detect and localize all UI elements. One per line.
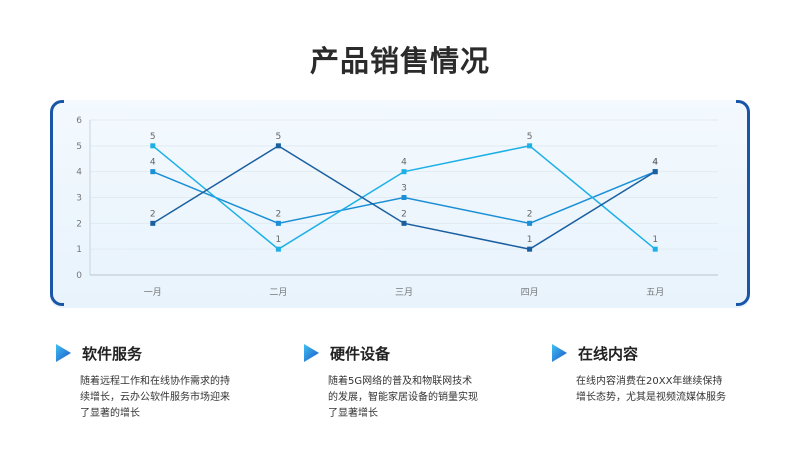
y-tick-label: 2 xyxy=(76,219,82,229)
data-label: 2 xyxy=(276,209,282,219)
play-triangle-icon xyxy=(552,344,567,362)
data-point xyxy=(150,143,156,149)
data-label: 2 xyxy=(150,209,156,219)
data-point xyxy=(401,169,407,175)
data-label: 1 xyxy=(276,235,282,245)
x-tick-label: 五月 xyxy=(646,287,664,298)
y-tick-label: 0 xyxy=(76,271,82,281)
data-point xyxy=(527,143,533,149)
x-tick-label: 三月 xyxy=(395,287,413,298)
data-point xyxy=(150,220,156,226)
data-label: 3 xyxy=(401,184,407,194)
page-title: 产品销售情况 xyxy=(309,44,490,78)
data-label: 5 xyxy=(276,132,282,142)
card-body: 在线内容消费在20XX年继续保持增长态势，尤其是视频流媒体服务 xyxy=(576,376,726,403)
card-title: 硬件设备 xyxy=(330,344,391,363)
data-label: 1 xyxy=(652,235,658,245)
data-point xyxy=(527,220,533,226)
data-label: 5 xyxy=(527,132,533,142)
x-tick-label: 二月 xyxy=(269,287,287,298)
card-software: 软件服务 随着远程工作和在线协作需求的持续增长，云办公软件服务市场迎来了显著的增… xyxy=(52,340,242,422)
data-label: 4 xyxy=(150,158,156,168)
chart-frame xyxy=(50,100,750,308)
x-tick-label: 一月 xyxy=(144,287,162,298)
card-body: 随着5G网络的普及和物联网技术的发展，智能家居设备的销量实现了显著增长 xyxy=(328,376,478,419)
card-title: 软件服务 xyxy=(82,344,143,363)
y-tick-label: 5 xyxy=(76,142,82,152)
data-point xyxy=(401,195,407,200)
card-body: 随着远程工作和在线协作需求的持续增长，云办公软件服务市场迎来了显著的增长 xyxy=(80,376,230,419)
data-label: 2 xyxy=(527,209,533,219)
card-title: 在线内容 xyxy=(578,344,639,363)
data-label: 2 xyxy=(401,209,407,219)
data-point xyxy=(275,220,281,226)
card-online-content: 在线内容 在线内容消费在20XX年继续保持增长态势，尤其是视频流媒体服务 xyxy=(548,340,738,406)
data-point xyxy=(652,169,658,175)
data-label: 4 xyxy=(652,158,658,168)
x-tick-label: 四月 xyxy=(521,287,539,298)
data-point xyxy=(150,169,156,175)
y-tick-label: 4 xyxy=(76,168,82,178)
y-tick-label: 1 xyxy=(76,245,82,255)
play-triangle-icon xyxy=(56,344,71,362)
data-point xyxy=(652,246,658,252)
y-tick-label: 6 xyxy=(76,116,82,126)
y-tick-label: 3 xyxy=(76,194,82,204)
data-label: 5 xyxy=(150,132,156,142)
frame-bracket-right xyxy=(736,100,750,306)
data-label: 4 xyxy=(401,158,407,168)
data-label: 1 xyxy=(527,235,533,245)
data-point xyxy=(401,220,407,226)
frame-bracket-left xyxy=(50,100,64,306)
data-label: 4 xyxy=(652,158,658,168)
card-hardware: 硬件设备 随着5G网络的普及和物联网技术的发展，智能家居设备的销量实现了显著增长 xyxy=(300,340,490,422)
data-point xyxy=(527,246,533,252)
data-point xyxy=(275,143,281,149)
play-triangle-icon xyxy=(304,344,319,362)
data-point xyxy=(275,246,281,252)
